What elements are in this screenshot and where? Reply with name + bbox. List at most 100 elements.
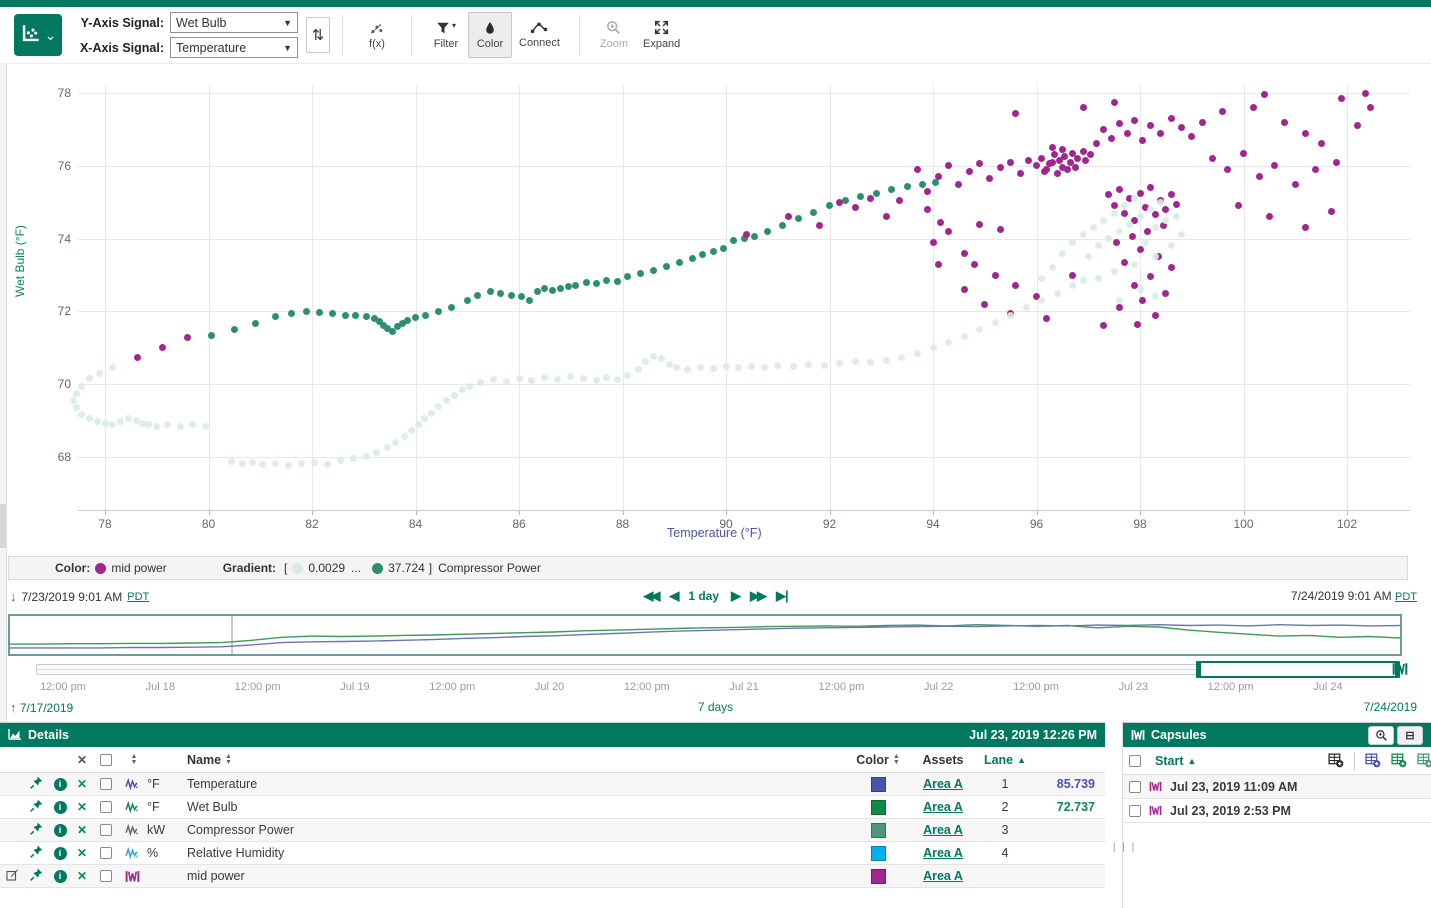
panel-splitter[interactable]: ❘❘❘ [1105, 722, 1122, 908]
info-icon[interactable]: i [54, 847, 67, 860]
left-panel-handle[interactable] [0, 504, 6, 548]
fx-button[interactable]: f(x) [355, 12, 399, 58]
timezone-link[interactable]: PDT [1395, 591, 1417, 603]
trend-preview[interactable] [8, 614, 1402, 656]
row-checkbox[interactable] [100, 824, 112, 836]
capsule-checkbox[interactable] [1129, 781, 1141, 793]
table-row-mid-power[interactable]: i ✕ mid power Area A [0, 865, 1105, 888]
details-panel-header[interactable]: Details Jul 23, 2019 12:26 PM [0, 723, 1105, 747]
asset-link[interactable]: Area A [923, 846, 963, 860]
table-row-compressor-power[interactable]: i ✕ kW Compressor Power Area A 3 [0, 819, 1105, 842]
x-tick-label: 100 [1233, 517, 1253, 531]
capsules-panel-header[interactable]: Capsules ⊟ [1123, 723, 1431, 747]
asset-link[interactable]: Area A [923, 800, 963, 814]
color-swatch[interactable] [871, 777, 886, 792]
start-column-header[interactable]: Start [1155, 754, 1183, 768]
table-row-temperature[interactable]: i ✕ °F Temperature Area A 1 85.739 [0, 773, 1105, 796]
add-temperature-column-button[interactable] [1365, 753, 1381, 768]
scrollbar-selection[interactable] [1196, 661, 1400, 678]
scatter-point [1025, 157, 1032, 164]
scatter-point [764, 228, 771, 235]
lane-column-header[interactable]: Lane [984, 753, 1013, 767]
remove-all-button[interactable]: ✕ [77, 753, 87, 767]
color-swatch[interactable] [871, 846, 886, 861]
info-icon[interactable]: i [54, 801, 67, 814]
capsule-checkbox[interactable] [1129, 805, 1141, 817]
step-back-button[interactable]: ◀ [669, 588, 676, 604]
row-checkbox[interactable] [100, 870, 112, 882]
color-swatch[interactable] [871, 823, 886, 838]
sort-type-button[interactable]: ▲▼ [131, 754, 138, 766]
add-column-button[interactable] [1328, 753, 1344, 768]
scatter-point [177, 423, 184, 430]
scatter-point [1147, 122, 1154, 129]
sort-color-button[interactable]: ▲▼ [893, 754, 900, 766]
remove-icon[interactable]: ✕ [77, 777, 87, 791]
x-axis-signal-select[interactable]: Temperature ▼ [170, 37, 298, 58]
select-all-checkbox[interactable] [100, 754, 112, 766]
remove-icon[interactable]: ✕ [77, 846, 87, 860]
step-to-end-button[interactable]: ▶| [776, 588, 788, 604]
scatter-point [285, 462, 292, 469]
step-size-label[interactable]: 1 day [688, 589, 719, 603]
y-axis-signal-select[interactable]: Wet Bulb ▼ [170, 12, 298, 33]
table-row-relative-humidity[interactable]: i ✕ % Relative Humidity Area A 4 [0, 842, 1105, 865]
remove-icon[interactable]: ✕ [77, 800, 87, 814]
filter-button[interactable]: ▾ Filter [424, 12, 468, 58]
color-swatch[interactable] [871, 869, 886, 884]
asset-link[interactable]: Area A [923, 777, 963, 791]
pin-icon[interactable] [30, 822, 43, 838]
scatter-point [981, 301, 988, 308]
step-fast-forward-button[interactable]: ▶▶ [750, 588, 764, 604]
capsule-row[interactable]: Jul 23, 2019 11:09 AM [1123, 775, 1431, 799]
pin-icon[interactable] [30, 845, 43, 861]
info-icon[interactable]: i [54, 778, 67, 791]
row-checkbox[interactable] [100, 847, 112, 859]
edit-icon[interactable] [6, 868, 19, 884]
expand-button[interactable]: Expand [636, 12, 687, 58]
color-column-header[interactable]: Color [856, 753, 889, 767]
scatter-point [1038, 275, 1045, 282]
sort-name-button[interactable]: ▲▼ [225, 754, 232, 766]
scatter-plot[interactable]: Wet Bulb (°F) Temperature (°F) 687072747… [7, 62, 1431, 556]
left-panel-collapse-strip[interactable] [0, 64, 7, 722]
pin-icon[interactable] [30, 868, 43, 884]
chart-type-button[interactable]: ⌄ [14, 14, 62, 56]
step-to-start-button[interactable]: ◀◀ [643, 588, 657, 604]
investigate-duration[interactable]: 7 days [8, 700, 1423, 714]
display-range-end[interactable]: 7/24/2019 9:01 AM [1291, 589, 1392, 603]
color-swatch[interactable] [871, 800, 886, 815]
lane-number: 2 [983, 800, 1027, 814]
investigate-end-date[interactable]: 7/24/2019 [1364, 700, 1417, 714]
remove-icon[interactable]: ✕ [77, 823, 87, 837]
capsule-row[interactable]: Jul 23, 2019 2:53 PM [1123, 799, 1431, 823]
add-wet-bulb-column-button[interactable] [1391, 753, 1407, 768]
info-icon[interactable]: i [54, 870, 67, 883]
pin-icon[interactable] [30, 776, 43, 792]
capsules-collapse-button[interactable]: ⊟ [1397, 726, 1423, 745]
zoom-button[interactable]: Zoom [592, 12, 636, 58]
row-checkbox[interactable] [100, 778, 112, 790]
assets-column-header[interactable]: Assets [923, 753, 964, 767]
table-row-wet-bulb[interactable]: i ✕ °F Wet Bulb Area A 2 72.737 [0, 796, 1105, 819]
info-icon[interactable]: i [54, 824, 67, 837]
remove-icon[interactable]: ✕ [77, 869, 87, 883]
pin-icon[interactable] [30, 799, 43, 815]
scatter-point [1178, 231, 1185, 238]
name-column-header[interactable]: Name [187, 753, 221, 767]
asset-link[interactable]: Area A [923, 823, 963, 837]
row-checkbox[interactable] [100, 801, 112, 813]
color-button[interactable]: Color [468, 12, 512, 58]
capsules-select-all-checkbox[interactable] [1129, 755, 1141, 767]
scatter-point [924, 206, 931, 213]
swap-axes-button[interactable]: ⇅ [306, 17, 330, 53]
step-forward-button[interactable]: ▶ [731, 588, 738, 604]
add-compressor-column-button[interactable] [1417, 753, 1431, 768]
x-tick-label: 98 [1133, 517, 1146, 531]
time-scrollbar[interactable] [8, 661, 1408, 678]
asset-link[interactable]: Area A [923, 869, 963, 883]
capsules-search-button[interactable] [1368, 726, 1394, 745]
capsule-time-toggle-icon[interactable] [1392, 662, 1408, 681]
scatter-point [992, 319, 999, 326]
connect-button[interactable]: Connect [512, 12, 567, 58]
